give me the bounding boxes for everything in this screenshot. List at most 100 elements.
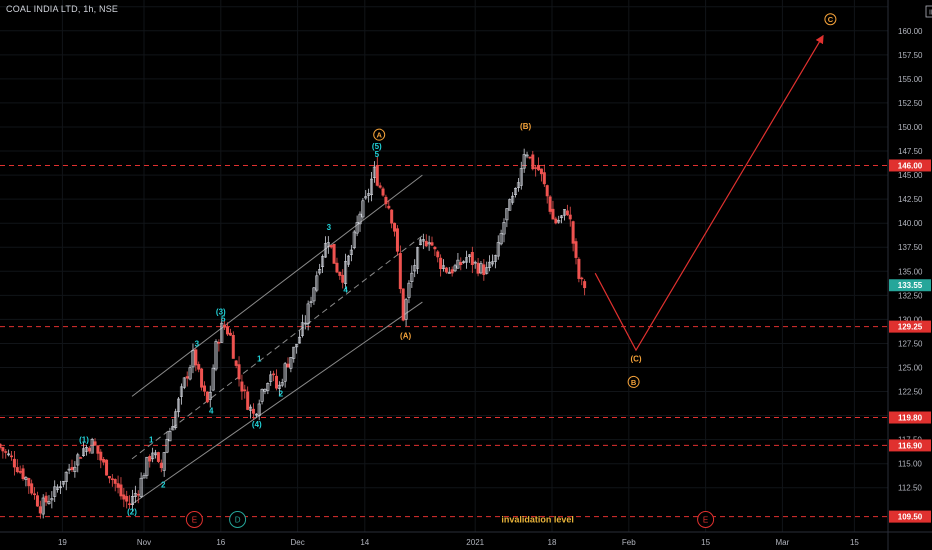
candle-body [565, 210, 569, 216]
candle-body [280, 382, 284, 386]
candle-body [44, 495, 48, 503]
candle-body [197, 364, 201, 370]
candle-body [168, 431, 172, 442]
candle-body [292, 346, 296, 359]
candle-body [84, 447, 88, 452]
candle-body [407, 282, 411, 298]
candle-body [346, 255, 350, 265]
candle-body [462, 261, 466, 263]
level-price-tag-label: 119.80 [898, 414, 923, 423]
candle-body [1, 447, 5, 452]
candle-body [528, 156, 532, 159]
candle-body [260, 388, 264, 402]
candle-body [499, 233, 503, 245]
candle-body [283, 363, 287, 382]
candle-body [511, 195, 515, 203]
candle-body [315, 275, 319, 291]
y-tick-label: 160.00 [898, 27, 923, 36]
candle-body [580, 277, 584, 280]
candle-body [508, 199, 512, 211]
candle-body [384, 196, 388, 205]
candle-body [534, 167, 538, 169]
candle-body [447, 271, 451, 274]
candle-body [110, 478, 114, 481]
wave-label: (5) [372, 142, 382, 151]
candle-body [165, 438, 169, 453]
candle-body [142, 475, 146, 479]
candle-body [154, 452, 158, 456]
y-tick-label: 122.50 [898, 388, 923, 397]
candle-body [61, 480, 65, 485]
candle-body [99, 451, 103, 461]
candle-body [436, 251, 440, 258]
candle-body [67, 468, 71, 471]
y-tick-label: 130.00 [898, 315, 923, 324]
candle-body [476, 262, 480, 274]
candle-body [583, 281, 587, 289]
y-tick-label: 147.50 [898, 147, 923, 156]
y-tick-label: 152.50 [898, 99, 923, 108]
candle-body [151, 452, 155, 460]
candle-body [522, 154, 526, 169]
wave-label: 3 [195, 339, 200, 348]
candle-body [24, 477, 28, 480]
candle-body [171, 426, 175, 431]
current-price-tag-label: 133.55 [898, 281, 923, 290]
candle-body [133, 493, 137, 497]
candle-body [551, 208, 555, 220]
candle-body [7, 453, 11, 456]
candle-body [453, 265, 457, 272]
candle-body [79, 457, 83, 459]
x-tick-label: Nov [137, 538, 151, 547]
circle-wave-ring [627, 375, 640, 388]
candle-body [102, 459, 106, 463]
candle-body [220, 322, 224, 343]
candle-body [156, 452, 160, 462]
candle-body [493, 255, 497, 262]
candle-body [226, 326, 230, 335]
y-tick-label: 135.00 [898, 267, 923, 276]
candle-body [10, 455, 14, 458]
candle-body [70, 467, 74, 471]
candle-body [200, 368, 204, 388]
y-tick-label: 137.50 [898, 243, 923, 252]
candle-body [274, 375, 278, 389]
candle-body [332, 243, 336, 264]
candle-body [574, 241, 578, 258]
candle-body [387, 205, 391, 209]
candle-body [312, 287, 316, 302]
candle-body [240, 381, 244, 392]
channel-upper-line [131, 174, 423, 397]
candle-body [286, 363, 290, 368]
candle-body [404, 299, 408, 320]
candle-body [202, 385, 206, 392]
candle-body [208, 391, 212, 400]
candle-body [251, 408, 255, 414]
candle-body [105, 459, 109, 476]
candle-body [444, 267, 448, 273]
candle-body [338, 271, 342, 276]
candle-body [519, 168, 523, 186]
y-tick-label: 127.50 [898, 339, 923, 348]
candle-body [442, 265, 446, 269]
y-tick-label: 140.00 [898, 219, 923, 228]
wave-label: (3) [216, 308, 226, 317]
level-price-tag-bg [889, 159, 931, 172]
candle-body [41, 497, 45, 515]
wave-label: 5 [221, 314, 226, 323]
candle-body [364, 196, 368, 199]
candle-body [254, 413, 258, 416]
candle-body [159, 462, 163, 469]
candle-body [289, 357, 293, 369]
candle-body [246, 391, 250, 410]
candle-body [393, 222, 397, 232]
x-tick-label: 18 [548, 538, 557, 547]
candle-body [185, 376, 189, 379]
y-tick-label: 112.50 [898, 484, 922, 493]
candle-body [76, 454, 80, 466]
candle-body [537, 164, 541, 171]
projection-path [594, 34, 824, 352]
candle-body [139, 477, 143, 497]
